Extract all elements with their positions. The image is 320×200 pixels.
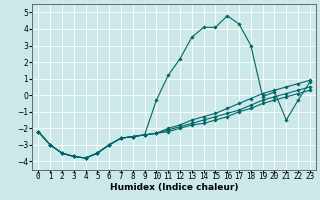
X-axis label: Humidex (Indice chaleur): Humidex (Indice chaleur)	[110, 183, 238, 192]
